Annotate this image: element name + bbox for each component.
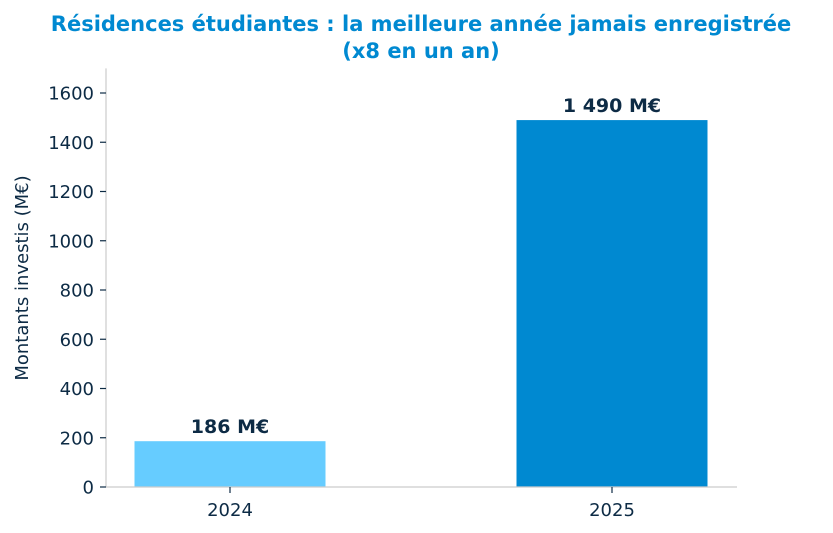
y-axis-label: Montants investis (M€) [12,175,33,380]
x-axis-ticks: 2024 2025 [207,487,635,521]
chart-title-line-1: Résidences étudiantes : la meilleure ann… [51,12,791,36]
y-tick-label: 1000 [48,231,94,252]
y-tick-label: 1400 [48,133,94,154]
bar-2024 [134,441,326,487]
data-label-2024: 186 M€ [191,416,269,438]
x-tick-label-2025: 2025 [589,500,635,521]
chart-title-line-2: (x8 en un an) [342,39,500,63]
plot-area: 186 M€ 1 490 M€ [134,95,708,488]
y-axis-ticks: 0 200 400 600 800 1000 1200 1400 1600 [48,84,106,499]
bar-2025 [516,120,708,488]
y-tick-label: 400 [60,379,94,400]
y-tick-label: 1200 [48,182,94,203]
y-tick-label: 600 [60,330,94,351]
y-tick-label: 1600 [48,84,94,105]
y-tick-label: 800 [60,281,94,302]
data-label-2025: 1 490 M€ [563,95,661,117]
x-tick-label-2024: 2024 [207,500,253,521]
y-tick-label: 200 [60,428,94,449]
y-tick-label: 0 [83,478,94,499]
